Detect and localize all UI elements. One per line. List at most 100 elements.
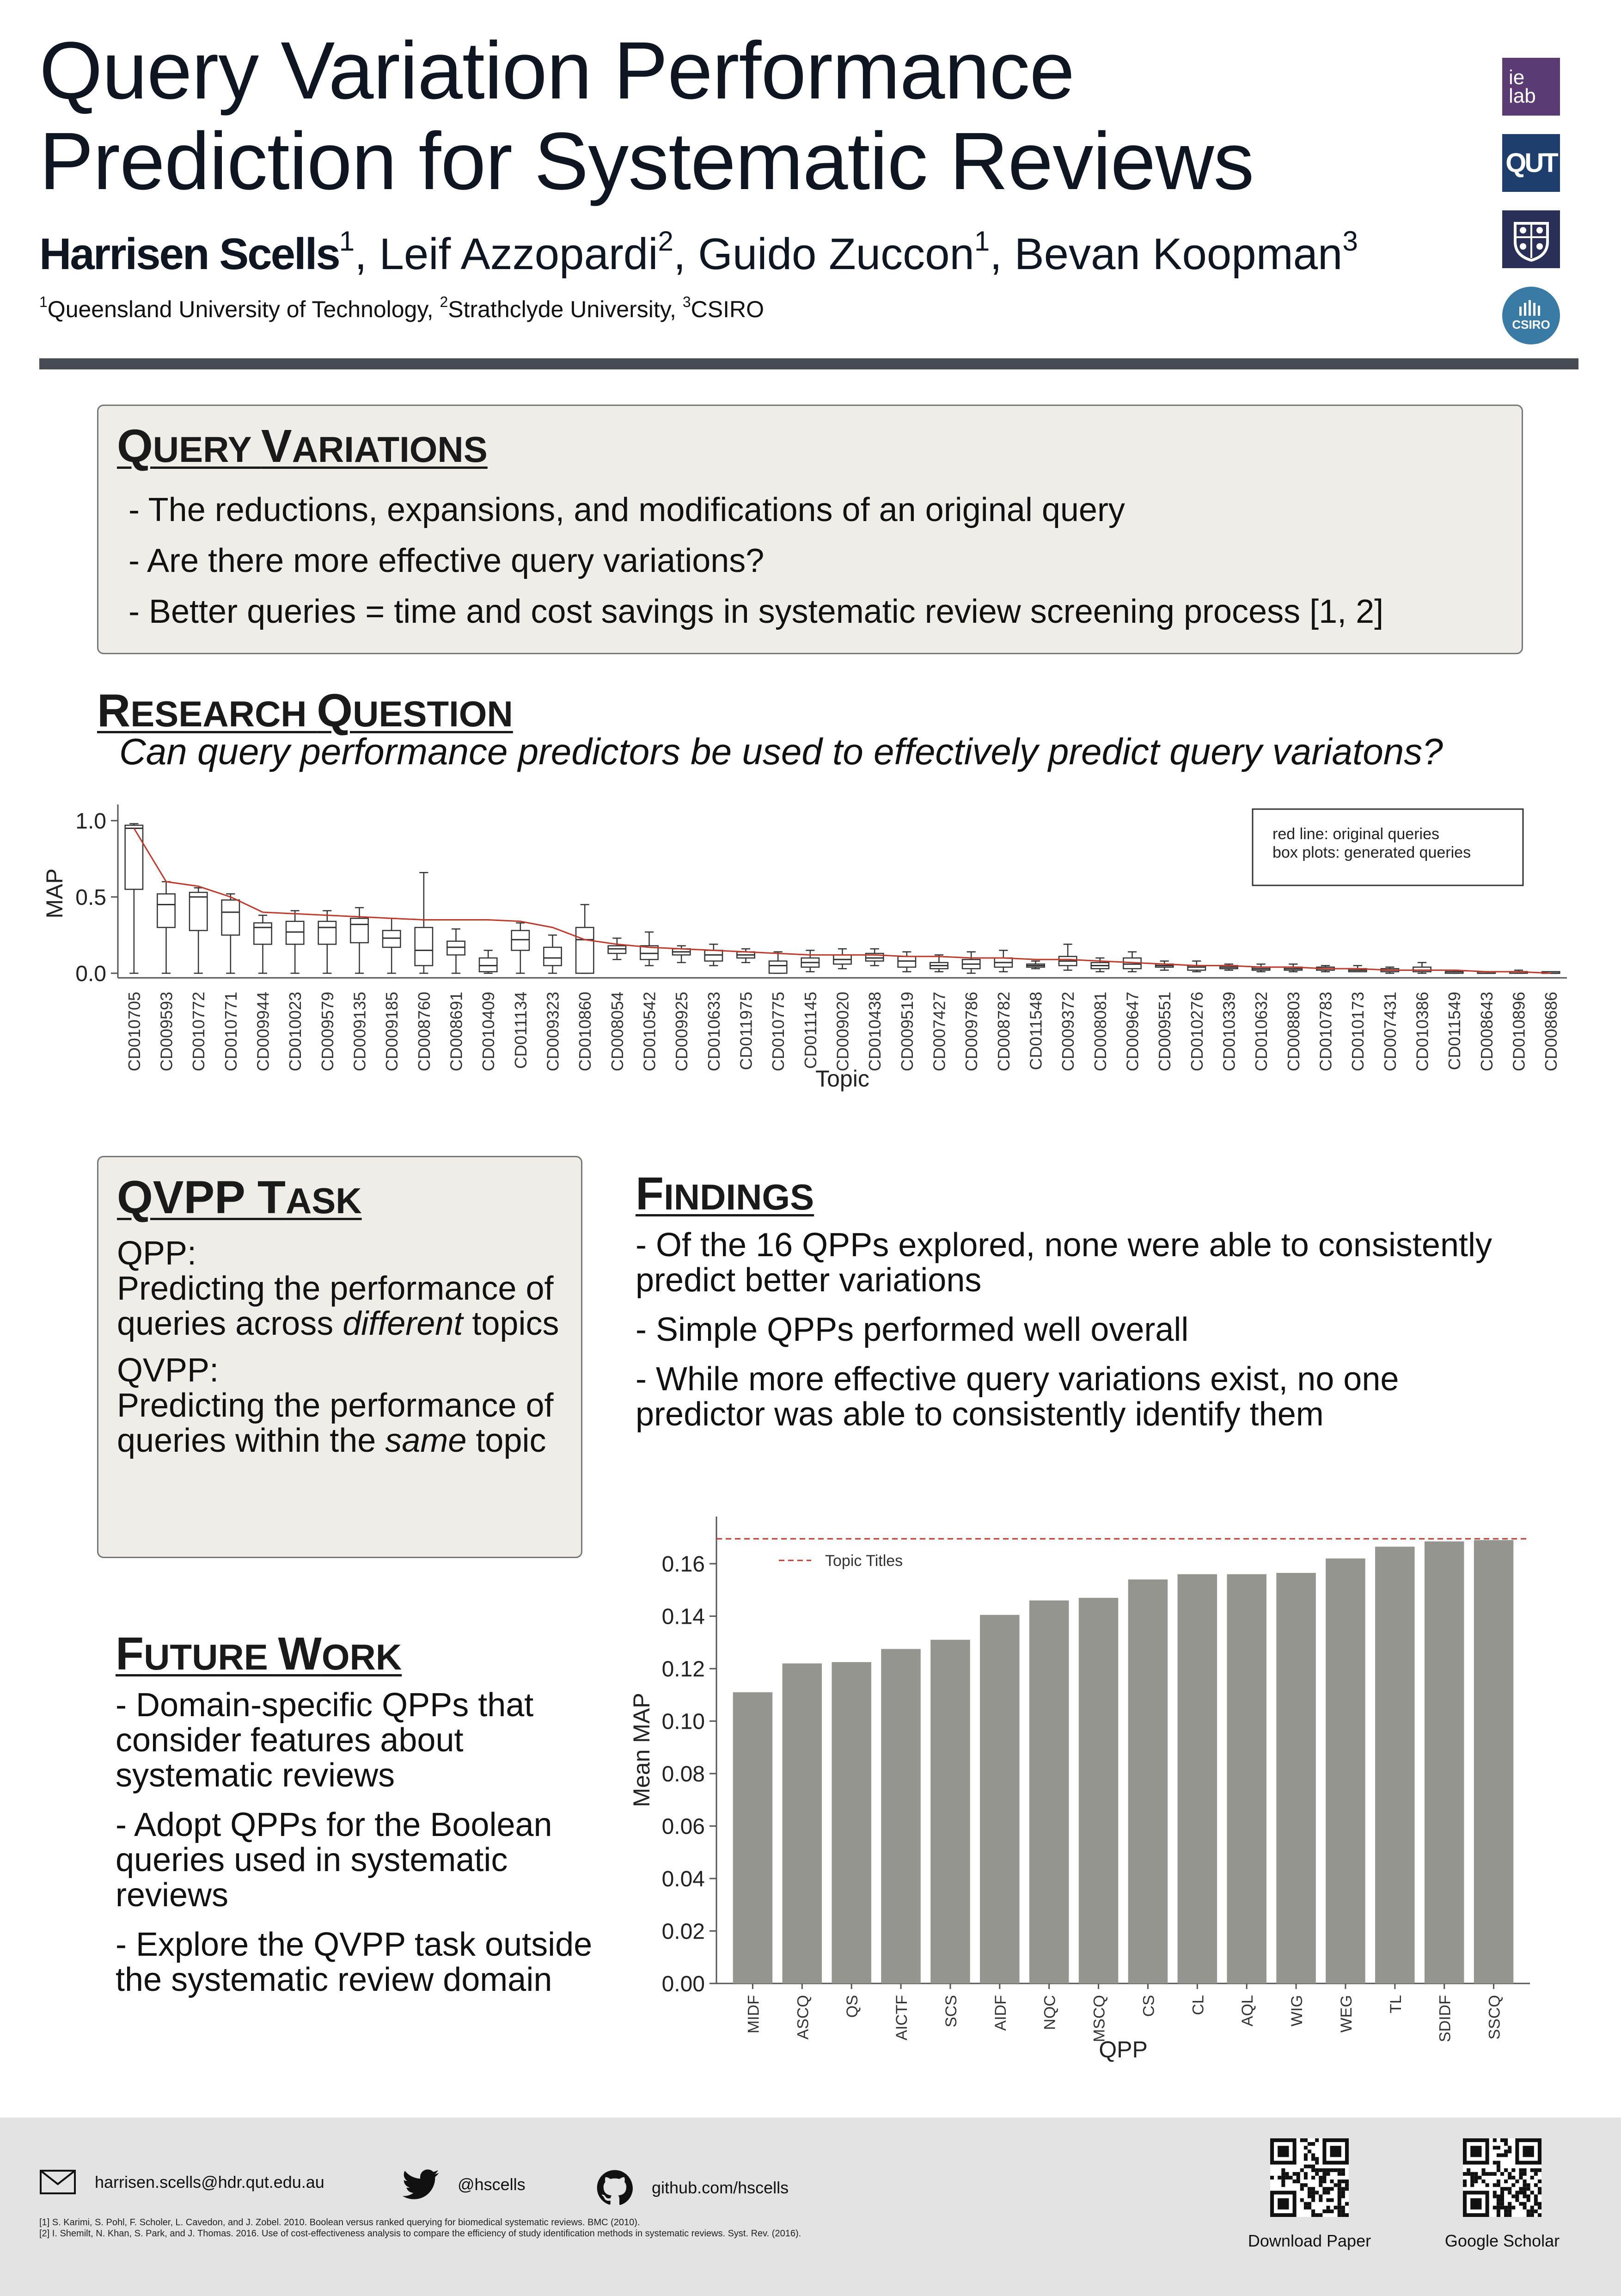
qr-module [1481,2179,1486,2184]
x-tick-label: CD009135 [350,992,369,1071]
qr-module [1493,2146,1497,2150]
y-tick-label: 0.14 [662,1605,705,1629]
qr-module [1523,2194,1527,2198]
google-scholar-qr-code[interactable] [1463,2138,1541,2217]
qr-module [1330,2198,1334,2202]
qr-module [1300,2183,1304,2187]
qr-module [1470,2172,1474,2176]
qr-module [1311,2191,1315,2195]
qr-module [1296,2175,1300,2180]
x-tick-label: CD010772 [189,992,208,1071]
qr-module [1500,2138,1505,2143]
references: [1] S. Karimi, S. Pohl, F. Scholer, L. C… [39,2217,801,2239]
x-tick-label: CD011134 [511,992,530,1069]
author-sup-2: 2 [658,226,673,257]
qr-module [1537,2213,1541,2217]
x-tick-label: CD008803 [1284,992,1303,1071]
qvpp-label: QVPP: [117,1352,219,1389]
query-variations-heading: QUERY VARIATIONS [117,420,488,472]
twitter-handle[interactable]: @hscells [458,2175,526,2194]
x-tick-label: CD010276 [1187,992,1206,1071]
qr-module [1508,2187,1512,2191]
qr-module [1537,2187,1541,2191]
x-tick-label: WIG [1288,1995,1306,2026]
qr-module [1285,2175,1289,2180]
x-tick-label: CD007427 [930,992,949,1071]
qr-module [1496,2194,1500,2198]
qr-module [1515,2198,1519,2202]
x-tick-label: MSCQ [1091,1995,1108,2042]
qr-module [1311,2153,1315,2157]
qr-module [1519,2172,1523,2176]
bar [1474,1540,1514,1983]
title-line-2: Prediction for Systematic Reviews [39,116,1254,207]
qr-module [1534,2198,1538,2202]
x-tick-label: CD010896 [1510,992,1529,1071]
affil-name-2: Strathclyde University, [448,296,683,322]
legend-box [1252,808,1524,886]
qut-logo-text: QUT [1505,148,1558,178]
qr-module [1292,2179,1297,2184]
qr-module [1515,2194,1519,2198]
qr-module [1496,2198,1500,2202]
qr-module [1337,2194,1341,2198]
qr-module [1341,2194,1345,2198]
qr-module [1534,2168,1538,2172]
list-item: - Better queries = time and cost savings… [128,593,1384,630]
qr-module [1307,2164,1312,2168]
list-item: - Domain-specific QPPs that consider fea… [116,1687,534,1794]
qr-module [1526,2213,1530,2217]
box-iqr [350,917,369,944]
qr-module [1530,2168,1534,2172]
twitter-contact[interactable]: @hscells [402,2169,526,2200]
qr-module [1519,2187,1523,2191]
x-tick-label: AICTF [893,1995,911,2040]
qr-module [1481,2172,1486,2176]
x-tick-label: CD010783 [1316,992,1335,1071]
y-axis-label: Mean MAP [629,1693,655,1807]
csiro-logo: CSIRO [1502,287,1560,344]
twitter-bird-icon [402,2169,439,2199]
qr-module [1508,2146,1512,2150]
x-tick-label: CD010632 [1252,992,1271,1071]
qr-module [1303,2183,1308,2187]
email-text[interactable]: harrisen.scells@hdr.qut.edu.au [95,2172,324,2192]
qr-module [1315,2161,1319,2165]
qr-module [1311,2175,1315,2180]
qr-module [1319,2213,1323,2217]
qr-module [1319,2183,1323,2187]
qr-module [1300,2187,1304,2191]
github-contact[interactable]: github.com/hscells [596,2169,789,2206]
qr-module [1341,2213,1345,2217]
github-url[interactable]: github.com/hscells [652,2178,789,2197]
qr-module [1504,2187,1508,2191]
qr-module [1326,2172,1330,2176]
qr-module [1519,2168,1523,2172]
x-tick-label: CD008691 [447,992,466,1071]
download-paper-qr-code[interactable] [1270,2138,1349,2217]
qr-module [1467,2168,1471,2172]
x-tick-label: SSCQ [1486,1995,1504,2039]
affil-sup-1: 1 [39,294,48,310]
qr-module [1515,2191,1519,2195]
qr-module [1500,2194,1505,2198]
qr-module [1341,2179,1345,2184]
qut-logo: QUT [1502,134,1560,192]
map-by-topic-boxplot-chart: 0.0 0.5 1.0 MAP CD010705 CD009593 CD010772 CD01… [42,804,1567,1092]
qr-module [1337,2213,1341,2217]
x-tick-label: CD009185 [382,992,401,1071]
y-tick-label: 0.16 [662,1552,705,1577]
qr-module [1319,2175,1323,2180]
qr-module [1315,2138,1319,2143]
email-contact[interactable]: harrisen.scells@hdr.qut.edu.au [39,2169,324,2195]
qr-module [1326,2198,1330,2202]
envelope-icon [40,2170,76,2194]
bar [980,1615,1020,1983]
x-tick-label: CD009647 [1123,992,1142,1071]
qr-module [1319,2179,1323,2184]
original-queries-line [133,828,1551,974]
footer [0,2118,1621,2296]
affil-sup-3: 3 [682,294,691,310]
x-tick-label: CD009786 [962,992,981,1071]
